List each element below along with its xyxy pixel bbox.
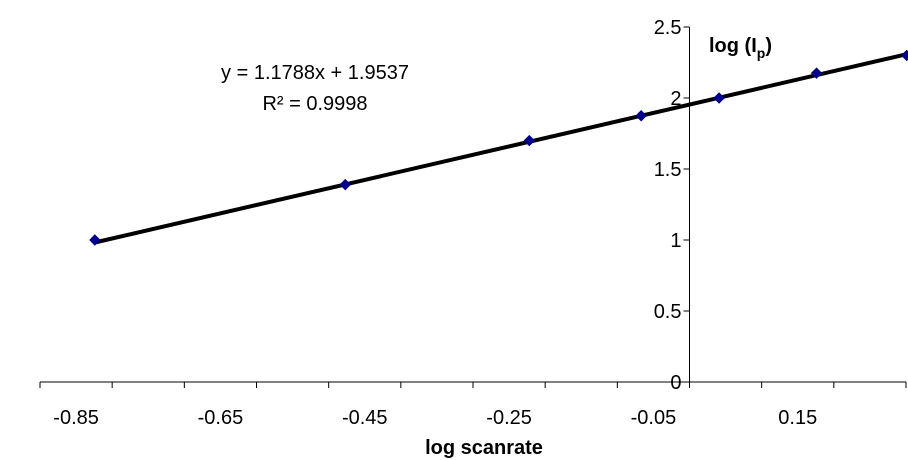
data-point [339,178,351,191]
y-tick-label: 0 [670,372,681,394]
y-axis-title-subscript: p [757,45,766,61]
y-axis-title-main: log (I [709,35,757,57]
y-tick-label: 2 [670,88,681,110]
x-tick-label: 0.15 [778,407,817,429]
trendline-group [94,52,908,245]
x-tick-label: -0.85 [53,407,99,429]
axes [39,26,907,388]
x-tick-label: -0.65 [198,407,244,429]
trendline-equation: y = 1.1788x + 1.9537 [221,62,409,84]
x-axis-title: log scanrate [425,437,543,459]
x-tick-label: -0.25 [486,407,532,429]
x-tick-label: -0.45 [342,407,388,429]
x-tick-label: -0.05 [631,407,677,429]
y-axis-title: log (Ip) [709,35,772,61]
y-axis-title-end: ) [765,35,772,57]
trendline-r-squared: R² = 0.9998 [262,93,367,115]
y-tick-label: 0.5 [654,301,682,323]
y-tick-label: 2.5 [654,17,682,39]
y-tick-label: 1 [670,230,681,252]
data-point [523,134,535,147]
data-point [635,110,647,122]
tick-labels: -0.85 -0.65 -0.45 -0.25 -0.05 0.15 0 0.5 1 1.5 2 2.… [53,17,817,429]
data-point [89,234,101,246]
data-point [810,67,823,79]
trendline [94,52,908,245]
data-point [713,92,725,104]
data-points [89,49,908,246]
data-point [901,49,908,62]
y-tick-label: 1.5 [654,159,682,181]
